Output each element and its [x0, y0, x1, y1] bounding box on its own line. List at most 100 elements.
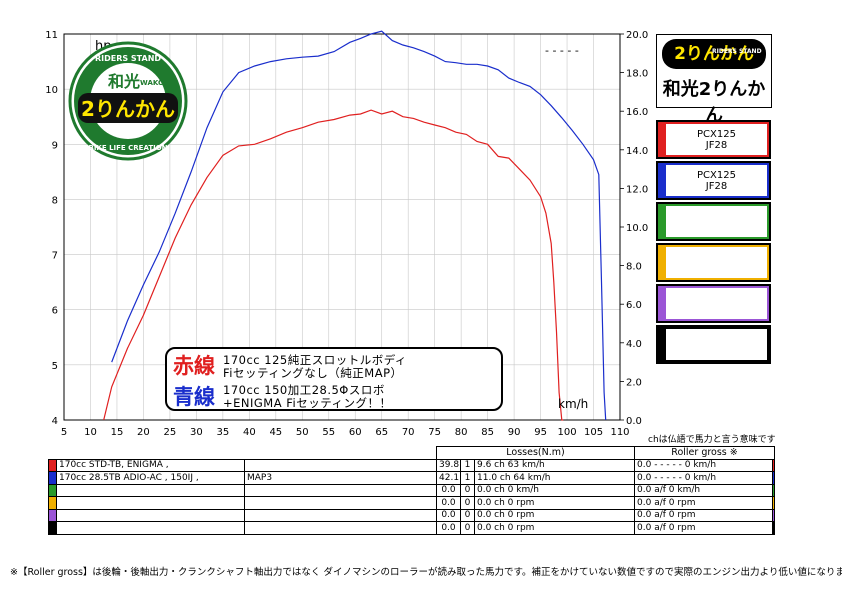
logo-main: 2りんかん [81, 97, 175, 121]
legend-color-bar [658, 163, 664, 198]
annotation-box: 赤線 170cc 125純正スロットルボディ Fiセッティングなし（純正MAP）… [165, 347, 503, 411]
y-left-tick-label: 7 [52, 251, 58, 262]
y-right-tick-label: 6.0 [626, 300, 642, 311]
row-roller: 0.0 a/f 0 rpm [634, 496, 774, 510]
row-ch: 9.6 ch 63 km/h [473, 458, 636, 472]
legend-box-content [664, 327, 769, 362]
legend-line1: PCX125 [697, 128, 736, 140]
row-loss: 0.0 [436, 508, 461, 522]
row-color-right [772, 508, 776, 522]
footer-note: ※【Roller gross】は後輪・後軸出力・クランクシャフト軸出力ではなく … [10, 567, 842, 578]
y-left-tick-label: 9 [52, 140, 58, 151]
y-right-tick-label: 18.0 [626, 69, 648, 80]
x-tick-label: 25 [164, 427, 177, 438]
row-roller: 0.0 a/f 0 rpm [634, 508, 774, 522]
x-tick-label: 5 [61, 427, 67, 438]
y-right-tick-label: 12.0 [626, 184, 648, 195]
y-left-tick-label: 5 [52, 361, 58, 372]
row-color-left [48, 521, 57, 535]
legend-box-content [664, 245, 769, 280]
row-ch: 0.0 ch 0 rpm [473, 508, 636, 522]
legend-box-content [664, 204, 769, 239]
legend-line1: PCX125 [697, 169, 736, 181]
row-loss: 42.1 [436, 471, 461, 485]
legend-box-0: PCX125 JF28 [656, 120, 771, 159]
y-right-tick-label: 20.0 [626, 30, 648, 41]
legend-line2: JF28 [705, 139, 728, 151]
x-tick-label: 55 [322, 427, 335, 438]
row-name [56, 483, 245, 497]
row-color-right [772, 521, 776, 535]
row-loss-count: 0 [460, 496, 475, 510]
row-roller: 0.0 - - - - - 0 km/h [634, 458, 774, 472]
x-tick-label: 15 [111, 427, 124, 438]
table-row: 0.0 0 0.0 ch 0 km/h 0.0 a/f 0 km/h [48, 483, 776, 497]
row-ch: 0.0 ch 0 rpm [473, 521, 636, 535]
x-tick-label: 20 [137, 427, 150, 438]
y-right-tick-label: 4.0 [626, 339, 642, 350]
row-loss: 39.8 [436, 458, 461, 472]
row-ch: 11.0 ch 64 km/h [473, 471, 636, 485]
y-left-tick-label: 6 [52, 306, 58, 317]
row-name [56, 521, 245, 535]
row-roller: 0.0 a/f 0 rpm [634, 521, 774, 535]
row-name: 170cc 28.5TB ADIO-AC , 150IJ , [56, 471, 245, 485]
red-line-label: 赤線 [173, 354, 215, 378]
row-loss: 0.0 [436, 521, 461, 535]
side-logo-badge: RIDERS STAND 2りんかん [662, 39, 766, 69]
row-loss-count: 1 [460, 458, 475, 472]
row-color-left [48, 458, 57, 472]
row-color-right [772, 458, 776, 472]
legend-box-content: PCX125 JF28 [664, 122, 769, 157]
row-ch: 0.0 ch 0 rpm [473, 496, 636, 510]
x-tick-label: 50 [296, 427, 309, 438]
row-color-left [48, 496, 57, 510]
logo-sub: WAKO [140, 79, 164, 87]
x-tick-label: 80 [455, 427, 468, 438]
legend-box-content: PCX125 JF28 [664, 163, 769, 198]
y-right-tick-label: 0.0 [626, 416, 642, 427]
wako-2rinkan-logo: RIDERS STAND BIKE LIFE CREATION 和光 WAKO … [68, 41, 188, 161]
x-tick-label: 60 [349, 427, 362, 438]
row-map [244, 458, 437, 472]
y-left-tick-label: 4 [52, 416, 58, 427]
legend-line2: JF28 [705, 180, 728, 192]
ch-note: chは仏語で馬力と言う意味です [648, 435, 776, 445]
x-tick-label: 90 [508, 427, 521, 438]
row-name [56, 496, 245, 510]
x-axis-label: km/h [558, 397, 588, 411]
series-line-0 [103, 109, 564, 421]
row-color-left [48, 508, 57, 522]
legend-color-bar [658, 122, 664, 157]
legend-box-3 [656, 243, 771, 282]
logo-kanji: 和光 [108, 72, 140, 91]
row-loss-count: 0 [460, 483, 475, 497]
x-tick-label: 65 [375, 427, 388, 438]
row-loss: 0.0 [436, 496, 461, 510]
red-line-desc-1: 170cc 125純正スロットルボディ [223, 353, 407, 367]
series-layer [103, 30, 607, 421]
row-map [244, 508, 437, 522]
side-logo-badge-small: RIDERS STAND [712, 48, 762, 55]
y-right-tick-label: 14.0 [626, 146, 648, 157]
legend-box-4 [656, 284, 771, 323]
row-color-right [772, 471, 776, 485]
logo-ring-top: RIDERS STAND [95, 54, 161, 63]
row-name: 170cc STD-TB, ENIGMA , [56, 458, 245, 472]
row-map [244, 483, 437, 497]
blue-line-label: 青線 [173, 385, 215, 409]
x-tick-label: 30 [190, 427, 203, 438]
x-tick-label: 110 [610, 427, 629, 438]
chart-labels: 5 10 15 20 25 30 35 40 45 50 55 60 65 70 75 80 85 90 95 100… [45, 30, 648, 438]
row-color-right [772, 496, 776, 510]
side-logo-badge-text: 2りんかん [674, 44, 754, 64]
blue-line-desc-2: +ENIGMA Fiセッティング！！ [223, 396, 392, 410]
legend-color-bar [658, 286, 664, 321]
y-right-tick-label: 2.0 [626, 377, 642, 388]
x-tick-label: 85 [481, 427, 494, 438]
legend-box-1: PCX125 JF28 [656, 161, 771, 200]
legend-box-content [664, 286, 769, 321]
row-roller: 0.0 - - - - - 0 km/h [634, 471, 774, 485]
dash-marks: - - - - - [545, 44, 579, 57]
